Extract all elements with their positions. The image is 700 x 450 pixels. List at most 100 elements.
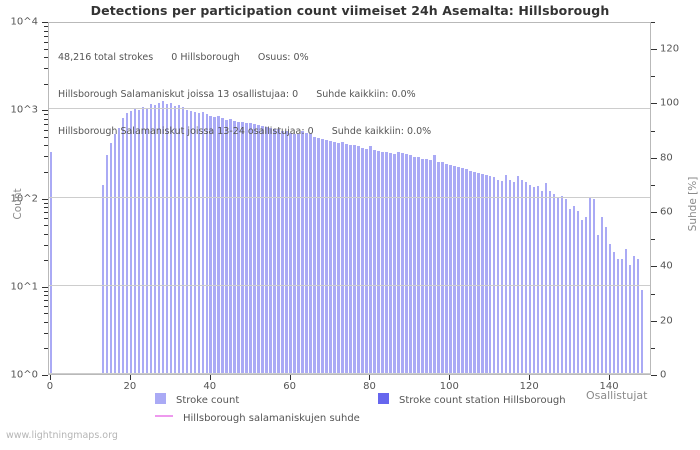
annotation-line-0: 48,216 total strokes 0 Hillsborough Osuu…	[58, 52, 309, 64]
y-tick-minor-left	[44, 212, 48, 214]
bar	[345, 144, 348, 374]
x-tick-label: 0	[46, 381, 54, 392]
bar	[548, 190, 552, 374]
bar	[453, 165, 456, 374]
bar	[353, 145, 356, 374]
y-tick-major-right	[651, 157, 657, 159]
bar	[604, 227, 608, 374]
gridline	[49, 108, 650, 110]
bar	[305, 132, 308, 374]
bar	[588, 197, 592, 374]
bar	[325, 140, 328, 374]
bar	[413, 156, 416, 374]
bar	[209, 115, 212, 374]
y-tick-minor-right	[651, 130, 655, 132]
legend-line-ratio	[155, 415, 173, 417]
bar	[193, 111, 196, 374]
y-tick-minor-left	[44, 41, 48, 43]
x-tick-major	[289, 375, 291, 380]
y-tick-minor-right	[651, 184, 655, 186]
bar	[600, 217, 604, 374]
bar	[261, 126, 264, 374]
bar	[289, 132, 292, 374]
x-tick-major	[129, 375, 131, 380]
gridline	[49, 373, 650, 374]
bar	[125, 113, 129, 374]
y-tick-label-left: 10^4	[10, 16, 38, 28]
bar	[269, 128, 272, 374]
bar	[576, 211, 580, 374]
bar	[620, 259, 624, 374]
legend-item-station: Stroke count station Hillsborough	[378, 393, 566, 406]
y-tick-minor-left	[44, 145, 48, 147]
bar	[401, 152, 404, 374]
y-tick-minor-right	[651, 76, 655, 78]
bar	[113, 134, 117, 374]
bar	[161, 100, 165, 374]
y-tick-minor-left	[44, 68, 48, 70]
bar	[564, 199, 568, 374]
legend-label-station: Stroke count station Hillsborough	[399, 395, 566, 406]
y-tick-minor-left	[44, 332, 48, 334]
y-tick-label-right: 40	[660, 260, 673, 272]
y-tick-major-right	[651, 49, 657, 51]
bar	[285, 131, 288, 374]
bar	[433, 155, 436, 374]
bar	[373, 149, 376, 374]
bar	[544, 183, 548, 374]
bar	[592, 199, 596, 374]
bar	[568, 208, 572, 374]
bar	[189, 110, 192, 374]
y-tick-minor-left	[44, 295, 48, 297]
bar	[516, 176, 520, 374]
bar	[341, 141, 344, 374]
bar	[137, 110, 141, 374]
x-tick-major	[609, 375, 611, 380]
annotation-block: 48,216 total strokes 0 Hillsborough Osuu…	[58, 28, 431, 162]
bar	[257, 125, 260, 374]
bar	[177, 104, 180, 374]
bar	[417, 157, 420, 374]
bar	[536, 186, 540, 374]
bar	[580, 220, 584, 374]
annotation-line-1: Hillsborough Salamaniskut joissa 13 osal…	[58, 89, 416, 101]
y-tick-minor-left	[44, 129, 48, 131]
y-tick-minor-left	[44, 321, 48, 323]
y-tick-major-left	[42, 22, 48, 23]
bar	[329, 140, 332, 374]
bar	[357, 146, 360, 374]
bar	[121, 117, 125, 374]
x-tick-major	[529, 375, 531, 380]
bar	[624, 249, 628, 374]
y-tick-minor-left	[44, 136, 48, 138]
bar	[393, 154, 396, 374]
x-axis-title: Osallistujat	[586, 389, 648, 402]
y-tick-label-left: 10^1	[10, 281, 38, 293]
y-axis-title-right: Suhde [%]	[687, 176, 699, 232]
legend-item-ratio: Hillsborough salamaniskujen suhde	[155, 413, 360, 424]
bar	[485, 174, 488, 374]
bar	[221, 117, 224, 374]
bar	[389, 152, 392, 374]
y-tick-minor-left	[44, 57, 48, 59]
bar	[596, 234, 600, 374]
bar	[109, 142, 113, 374]
y-tick-major-left	[42, 286, 48, 288]
y-axis-title-left: Count	[12, 188, 24, 220]
bar	[129, 110, 133, 374]
bar	[145, 108, 149, 374]
x-tick-label: 140	[599, 381, 619, 392]
bar	[608, 243, 612, 374]
bar	[493, 177, 496, 374]
bar	[205, 114, 208, 374]
bar	[501, 180, 504, 374]
plot-area	[48, 22, 651, 375]
bar	[441, 162, 444, 374]
y-tick-minor-left	[44, 35, 48, 37]
bar	[297, 134, 300, 374]
bar	[241, 122, 244, 374]
x-tick-major	[369, 375, 371, 380]
y-tick-minor-left	[44, 233, 48, 235]
bar	[249, 123, 252, 374]
y-tick-minor-left	[44, 26, 48, 28]
